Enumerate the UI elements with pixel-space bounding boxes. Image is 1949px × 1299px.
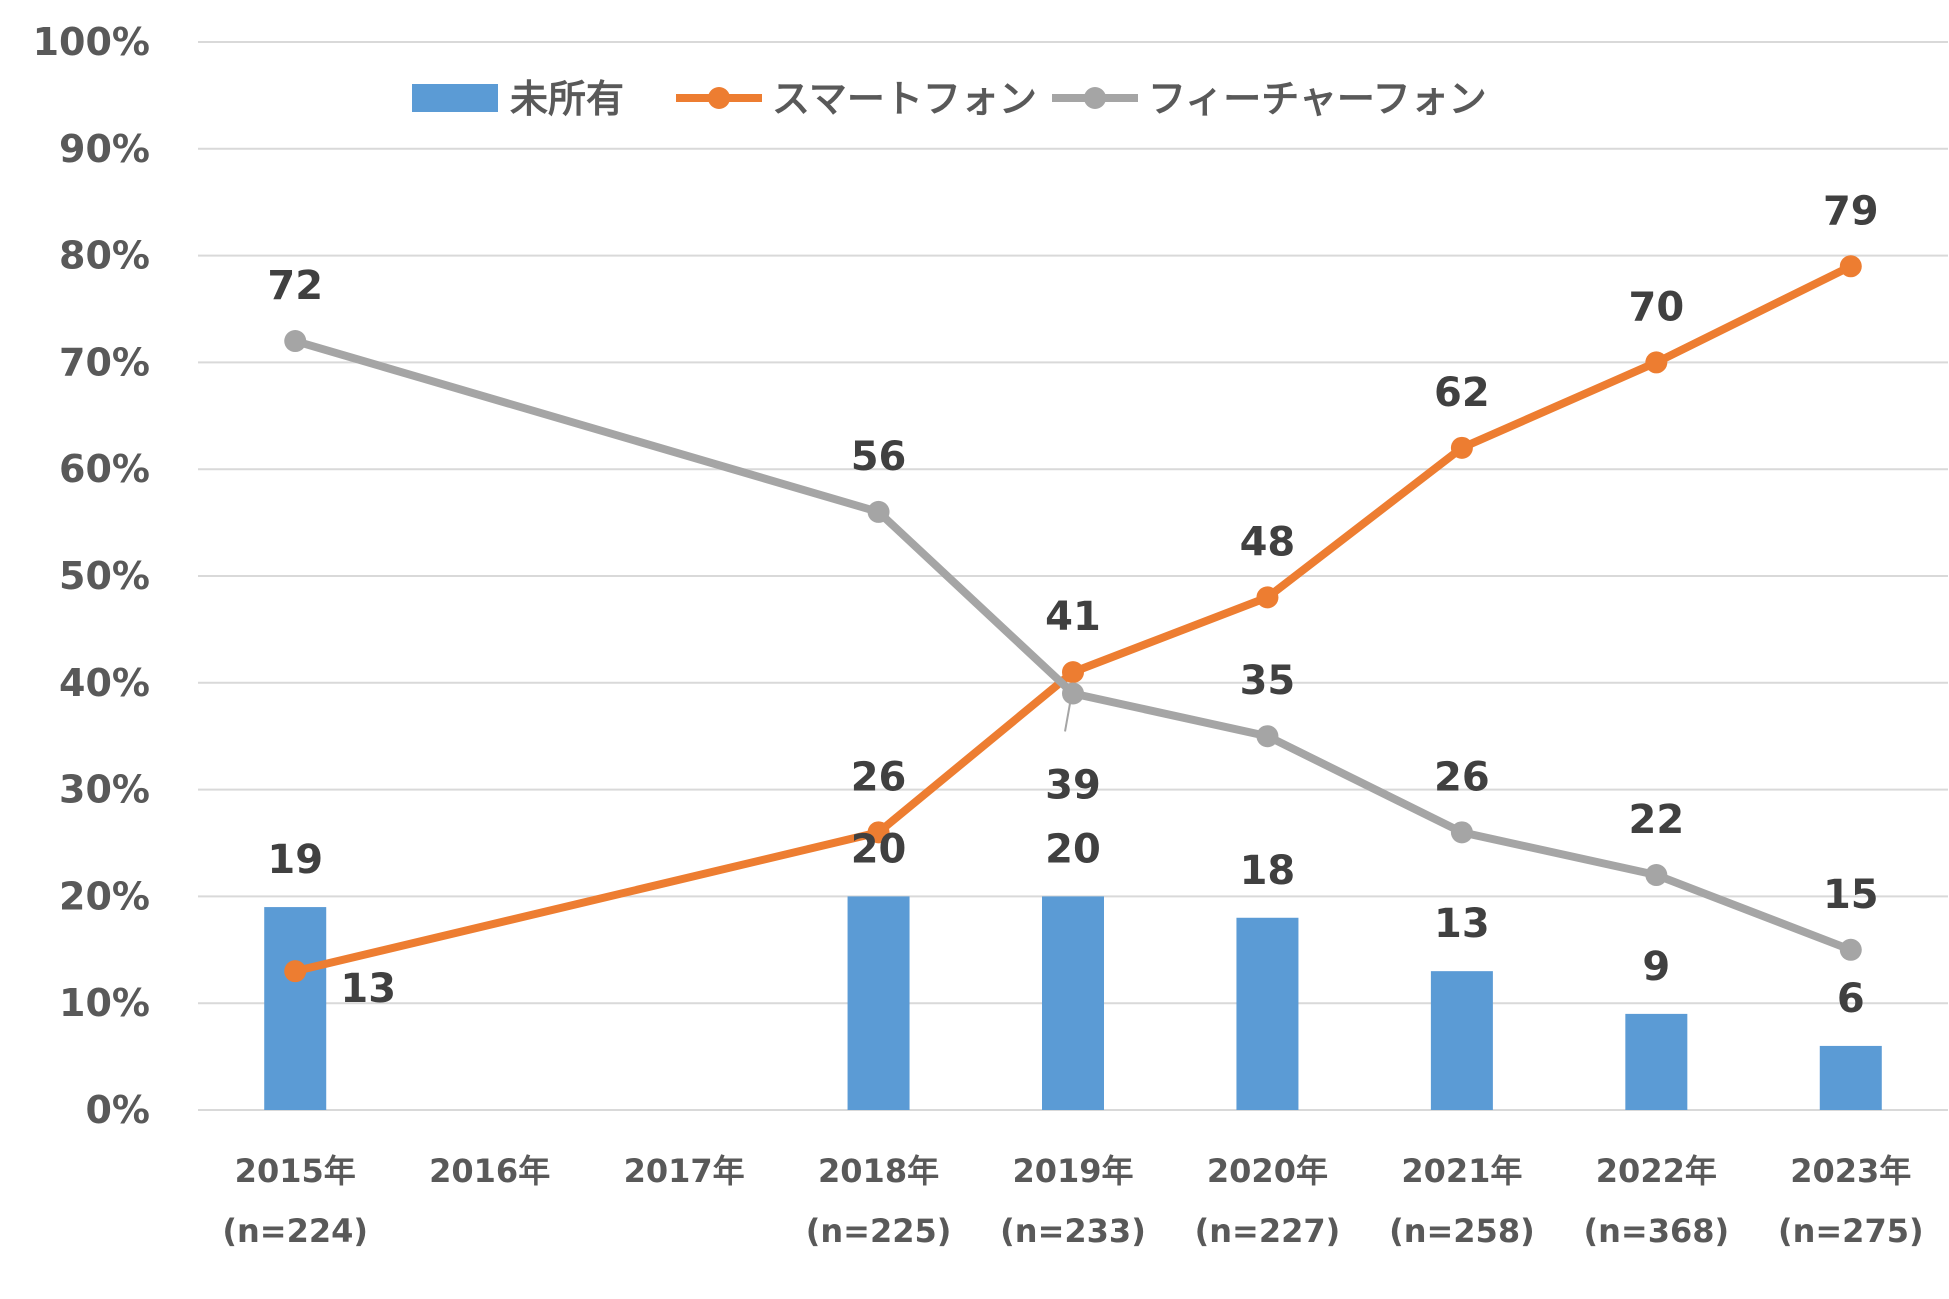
x-axis-categories: 2015年 (n=224) 2016年 2017年 2018年 (n=225) 2019年 (… <box>222 1152 1923 1250</box>
data-point <box>1256 725 1279 748</box>
data-label: 35 <box>1240 658 1296 704</box>
data-label: 13 <box>1434 901 1490 947</box>
y-tick-label: 40% <box>59 661 150 705</box>
x-tick-label: 2022年 <box>1596 1152 1717 1190</box>
x-tick-label: 2021年 <box>1401 1152 1522 1190</box>
x-tick-sublabel: (n=258) <box>1389 1212 1535 1250</box>
x-tick-sublabel: (n=224) <box>222 1212 368 1250</box>
bar <box>264 907 327 1110</box>
x-tick-label: 2020年 <box>1207 1152 1328 1190</box>
x-tick-label: 2017年 <box>624 1152 745 1190</box>
data-label: 6 <box>1837 976 1865 1022</box>
data-labels: 19 20 20 18 13 9 6 13 26 41 48 62 70 79 72 56 39 35 26 22 15 <box>267 188 1878 1022</box>
legend-marker <box>1084 87 1106 109</box>
x-tick-label: 2018年 <box>818 1152 939 1190</box>
y-tick-label: 20% <box>59 874 150 918</box>
bar <box>847 896 910 1110</box>
bar <box>1042 896 1104 1110</box>
x-tick-label: 2015年 <box>235 1152 356 1190</box>
bar <box>1236 917 1299 1110</box>
lines-series <box>284 255 1862 983</box>
x-tick-sublabel: (n=225) <box>806 1212 952 1250</box>
legend-marker <box>708 87 730 109</box>
legend: 未所有 スマートフォン フィーチャーフォン <box>412 77 1487 121</box>
x-tick-sublabel: (n=233) <box>1000 1212 1146 1250</box>
data-label: 22 <box>1628 797 1684 843</box>
data-label: 19 <box>267 837 323 883</box>
data-point <box>1062 661 1084 684</box>
legend-label: スマートフォン <box>772 77 1037 121</box>
bars-series <box>264 896 1882 1110</box>
data-point <box>1839 938 1862 961</box>
leader-line <box>1064 703 1071 732</box>
legend-label: 未所有 <box>510 77 624 121</box>
data-label: 20 <box>1045 826 1101 872</box>
data-point <box>1062 682 1084 705</box>
bar <box>1819 1045 1882 1110</box>
x-tick-sublabel: (n=368) <box>1584 1212 1730 1250</box>
data-label: 39 <box>1045 762 1101 808</box>
y-tick-label: 30% <box>59 768 150 812</box>
x-tick-sublabel: (n=227) <box>1195 1212 1341 1250</box>
y-tick-label: 60% <box>59 447 150 491</box>
data-label: 62 <box>1434 370 1490 416</box>
data-label: 72 <box>267 263 323 309</box>
data-label: 79 <box>1823 188 1879 234</box>
data-label: 15 <box>1823 872 1879 918</box>
data-point <box>1450 821 1473 844</box>
legend-label: フィーチャーフォン <box>1148 77 1487 121</box>
data-label: 70 <box>1628 284 1684 330</box>
data-label: 26 <box>1434 754 1490 800</box>
y-tick-label: 0% <box>85 1088 150 1132</box>
data-point <box>1256 586 1279 609</box>
bar <box>1430 971 1493 1110</box>
data-point <box>1645 864 1668 887</box>
y-tick-label: 70% <box>59 340 150 384</box>
data-point <box>867 500 890 523</box>
data-label: 13 <box>340 966 396 1012</box>
data-point <box>867 821 890 844</box>
y-tick-label: 10% <box>59 981 150 1025</box>
x-tick-label: 2019年 <box>1012 1152 1133 1190</box>
data-label: 41 <box>1045 594 1101 640</box>
data-label: 20 <box>851 826 907 872</box>
legend-swatch <box>412 84 498 112</box>
data-point <box>1645 351 1668 374</box>
y-tick-label: 80% <box>59 234 150 278</box>
data-point <box>284 960 307 983</box>
data-point <box>284 330 307 353</box>
data-label: 48 <box>1240 519 1296 565</box>
y-tick-label: 90% <box>59 127 150 171</box>
data-label: 56 <box>851 434 907 480</box>
y-tick-label: 50% <box>59 554 150 598</box>
bar <box>1625 1013 1688 1110</box>
data-label: 9 <box>1642 944 1670 990</box>
x-tick-sublabel: (n=275) <box>1778 1212 1924 1250</box>
x-tick-label: 2023年 <box>1790 1152 1911 1190</box>
data-point <box>1839 255 1862 278</box>
x-tick-label: 2016年 <box>429 1152 550 1190</box>
y-tick-label: 100% <box>33 20 150 64</box>
y-axis-ticks: 0% 10% 20% 30% 40% 50% 60% 70% 80% 90% 100% <box>33 20 150 1132</box>
data-point <box>1450 436 1473 459</box>
data-label: 18 <box>1240 848 1296 894</box>
data-label: 26 <box>851 754 907 800</box>
